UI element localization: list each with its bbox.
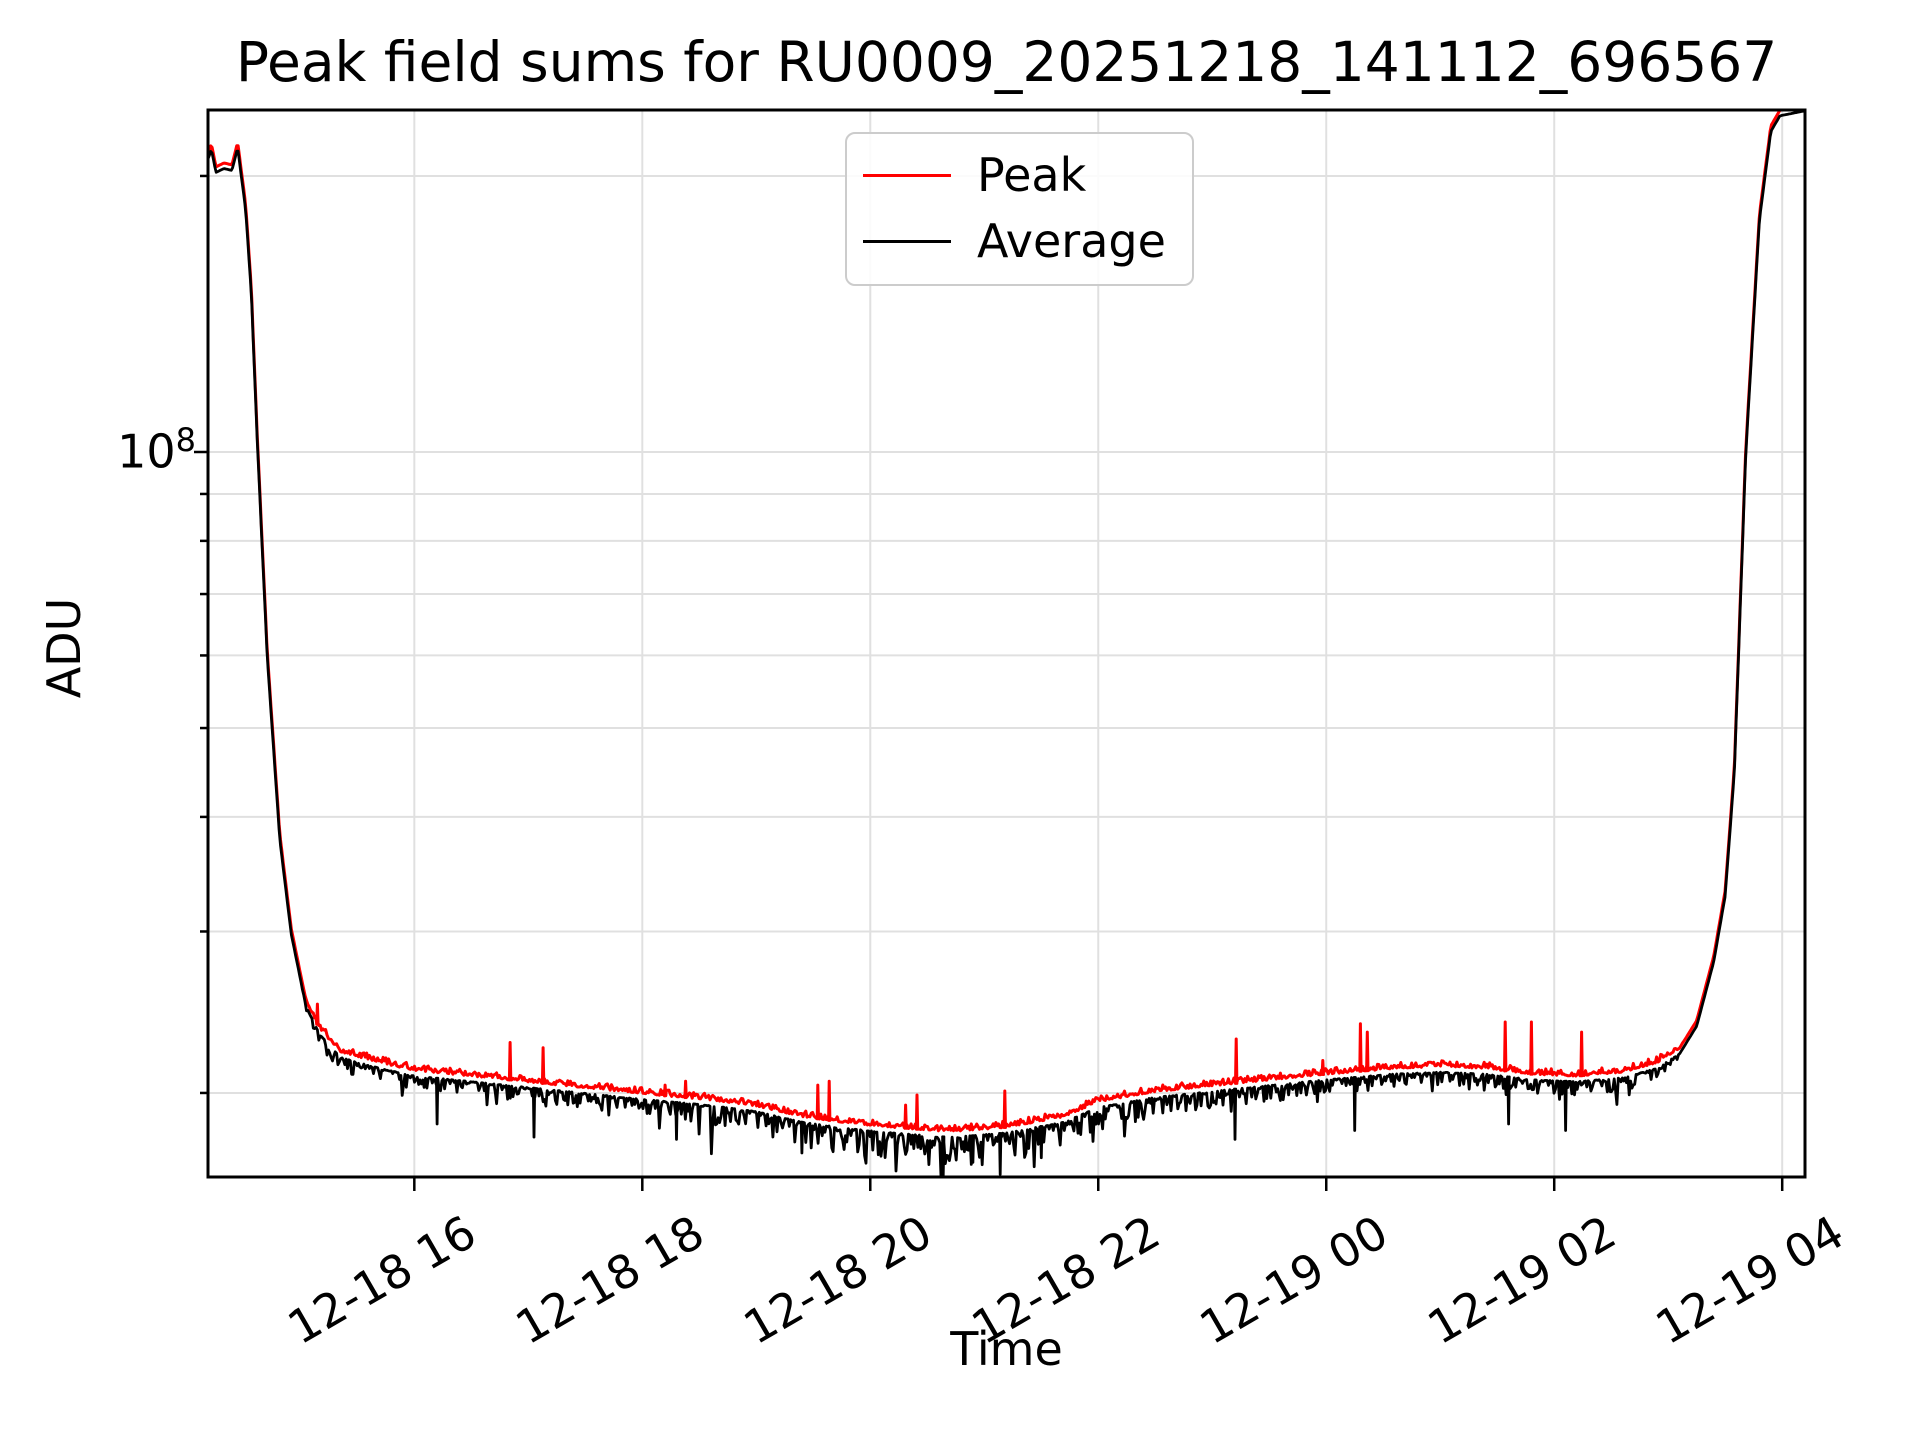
legend-label: Average: [977, 214, 1166, 268]
legend-label: Peak: [977, 148, 1087, 202]
chart-title: Peak field sums for RU0009_20251218_1411…: [235, 30, 1778, 94]
average-line: [208, 110, 1805, 1177]
legend-entry-peak: Peak: [863, 148, 1166, 202]
peak-line: [208, 110, 1789, 1133]
axes-spines: [206, 108, 1807, 1179]
gridlines: [208, 110, 1805, 1177]
legend-line-sample: [863, 173, 951, 177]
legend-line-sample: [863, 239, 951, 243]
legend-entry-average: Average: [863, 214, 1166, 268]
x-axis-label: Time: [950, 1322, 1063, 1376]
y-tick-label-1e8: 108: [117, 421, 196, 479]
legend: Peak Average: [845, 132, 1194, 286]
series: [208, 110, 1805, 1177]
axis-ticks: [194, 174, 1784, 1191]
